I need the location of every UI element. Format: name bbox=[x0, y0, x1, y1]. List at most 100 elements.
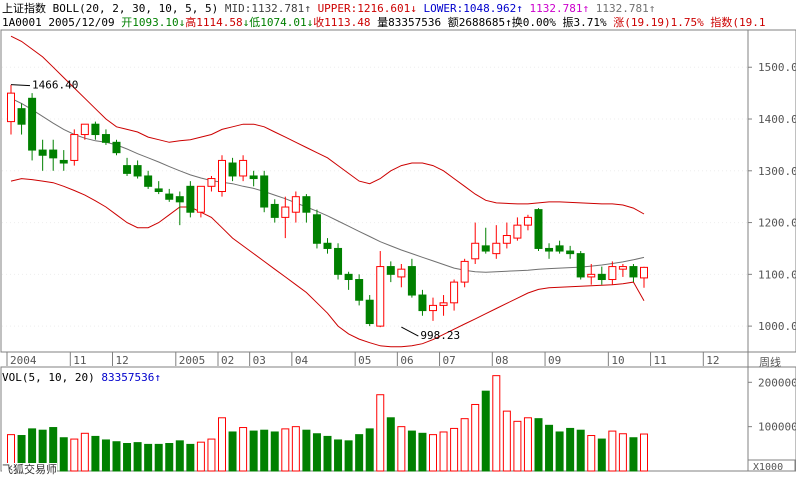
x-tick-label: 11 bbox=[654, 354, 667, 367]
volume-bar bbox=[492, 375, 501, 472]
upper-value: UPPER:1216.601 bbox=[317, 2, 411, 15]
x-tick-label: 10 bbox=[611, 354, 624, 367]
candle-body bbox=[101, 134, 110, 143]
candle-body bbox=[186, 185, 195, 213]
lower-value: LOWER:1048.962 bbox=[423, 2, 517, 15]
candle-body bbox=[523, 216, 532, 226]
candle-body bbox=[228, 162, 237, 177]
volume-bar bbox=[629, 437, 638, 472]
candle-body bbox=[281, 206, 290, 218]
x-tick-label: 12 bbox=[706, 354, 719, 367]
volume-bar bbox=[59, 437, 68, 472]
candle-body bbox=[386, 266, 395, 275]
volume-bar bbox=[218, 417, 226, 472]
volume-bar bbox=[334, 439, 343, 472]
candle-body bbox=[450, 281, 459, 304]
arrow-up-icon: ↑ bbox=[516, 2, 523, 15]
volume-indicator-name[interactable]: VOL(5, 10, 20) bbox=[2, 371, 95, 384]
candle-body bbox=[471, 242, 480, 260]
arrow-up-icon: ↑ bbox=[505, 16, 512, 29]
volume-bar bbox=[249, 430, 258, 472]
amplitude-value: 振3.71% bbox=[562, 16, 607, 29]
x-tick-label: 2005 bbox=[179, 354, 206, 367]
watermark-text: 飞狐交易师 bbox=[2, 463, 57, 477]
indicator-5-value: 1132.781 bbox=[595, 2, 649, 15]
candle-body bbox=[407, 266, 416, 296]
change-value: 涨(19.19)1.75% bbox=[613, 16, 704, 29]
x-tick-label: 2004 bbox=[10, 354, 37, 367]
bar-date: 2005/12/09 bbox=[48, 16, 115, 29]
y-tick-label: 1500.00 bbox=[758, 61, 796, 74]
vol-y-tick-label: 200000 bbox=[758, 376, 796, 389]
candle-body bbox=[355, 279, 364, 301]
volume-bar bbox=[91, 435, 100, 472]
candle-body bbox=[239, 159, 248, 177]
volume-bar bbox=[302, 429, 311, 472]
volume-bar bbox=[471, 403, 480, 472]
x-tick-label: 09 bbox=[548, 354, 561, 367]
y-tick-label: 1100.00 bbox=[758, 268, 796, 281]
volume-bar bbox=[618, 433, 627, 472]
volume-bar bbox=[154, 443, 163, 472]
volume-bar bbox=[323, 435, 332, 472]
vol-y-tick-label: 100000 bbox=[758, 421, 796, 434]
volume-bar bbox=[344, 440, 353, 472]
candle-body bbox=[629, 266, 638, 278]
candle-body bbox=[587, 273, 596, 278]
volume-bar bbox=[291, 426, 300, 472]
volume-bar bbox=[502, 410, 511, 472]
candle-body bbox=[260, 175, 269, 208]
candle-body bbox=[270, 203, 279, 218]
volume-bar bbox=[70, 438, 79, 472]
volume-bar bbox=[418, 432, 427, 472]
annotation-label: 998.23 bbox=[420, 329, 460, 342]
candle-body bbox=[513, 224, 522, 239]
indicator-name[interactable]: BOLL(20, 2, 30, 10, 5, 5) bbox=[52, 2, 219, 15]
volume-bar bbox=[597, 438, 606, 472]
candle-body bbox=[249, 175, 258, 180]
x-tick-label: 08 bbox=[495, 354, 508, 367]
open-value: 开1093.10 bbox=[121, 16, 179, 29]
candle-body bbox=[165, 193, 174, 200]
x-tick-label: 07 bbox=[443, 354, 456, 367]
y-tick-label: 1400.00 bbox=[758, 113, 796, 126]
volume-bar bbox=[376, 394, 385, 472]
close-value: 收1113.48 bbox=[313, 16, 371, 29]
x-tick-label: 02 bbox=[221, 354, 234, 367]
arrow-down-icon: ↓ bbox=[178, 16, 186, 29]
unit-box bbox=[747, 459, 796, 472]
candle-body bbox=[460, 260, 469, 283]
volume-bar bbox=[386, 417, 395, 472]
volume-bar bbox=[101, 439, 110, 472]
candle-body bbox=[365, 299, 374, 325]
candle-body bbox=[218, 159, 226, 193]
volume-bar bbox=[239, 427, 248, 472]
volume-bar bbox=[207, 438, 216, 472]
candle-body bbox=[481, 245, 490, 252]
candle-body bbox=[555, 245, 564, 252]
volume-bar bbox=[186, 443, 195, 472]
mid-value: MID:1132.781 bbox=[224, 2, 305, 15]
candle-body bbox=[545, 247, 554, 252]
volume-bar bbox=[397, 426, 406, 472]
candle-body bbox=[334, 247, 343, 275]
volume-bar bbox=[523, 417, 532, 472]
volume-bar bbox=[640, 433, 648, 472]
volume-indicator-value: 83357536 bbox=[101, 371, 155, 384]
volume-bar bbox=[123, 443, 132, 472]
volume-bar bbox=[175, 440, 184, 472]
volume-bar bbox=[165, 443, 174, 472]
volume-bar bbox=[80, 432, 89, 472]
volume-bar bbox=[196, 441, 205, 472]
volume-bar bbox=[355, 434, 364, 472]
volume-bar bbox=[576, 429, 585, 472]
x-tick-label: 03 bbox=[253, 354, 266, 367]
volume-bar bbox=[365, 428, 374, 472]
candle-body bbox=[312, 214, 321, 244]
volume-bar bbox=[407, 430, 416, 472]
x-tick-label: 11 bbox=[73, 354, 86, 367]
x-tick-label: 06 bbox=[400, 354, 413, 367]
candle-body bbox=[91, 123, 100, 136]
arrow-up-icon: ↑ bbox=[304, 2, 311, 15]
